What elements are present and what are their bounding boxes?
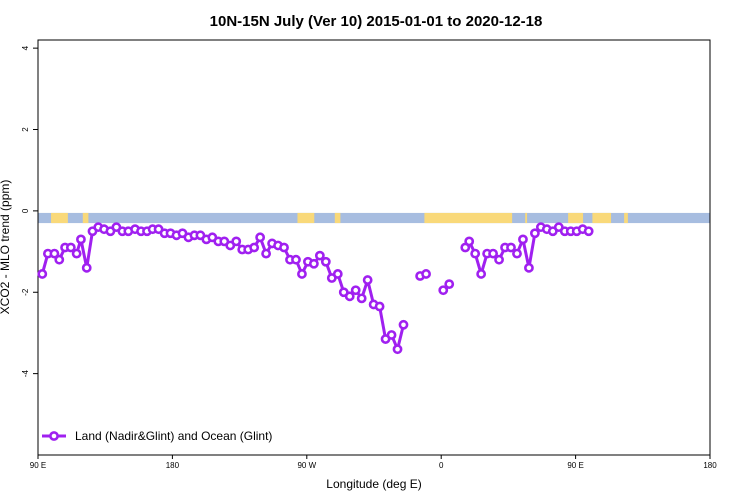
land-band-segment xyxy=(297,212,315,224)
x-axis: 90 E 180 90 W 0 90 E 180 xyxy=(30,455,717,470)
y-axis: -4 -2 0 2 4 xyxy=(21,45,38,377)
land-band-segment xyxy=(82,212,89,224)
land-ocean-band xyxy=(38,212,710,224)
y-tick-label: 0 xyxy=(21,208,30,213)
data-point xyxy=(54,254,65,265)
data-point xyxy=(476,269,487,279)
data-point xyxy=(356,293,367,304)
data-point xyxy=(314,250,325,261)
data-point xyxy=(291,254,301,265)
data-point xyxy=(261,248,272,259)
data-point xyxy=(506,242,516,253)
x-tick-label: 0 xyxy=(439,461,444,470)
data-point xyxy=(255,232,266,243)
y-tick-label: -2 xyxy=(21,288,30,296)
data-point xyxy=(37,269,48,279)
data-point xyxy=(464,236,475,247)
chart-title: 10N-15N July (Ver 10) 2015-01-01 to 2020… xyxy=(210,13,543,30)
data-point xyxy=(374,301,385,312)
x-axis-label: Longitude (deg E) xyxy=(326,477,421,491)
y-tick-label: -4 xyxy=(21,370,30,378)
series-land-ocean xyxy=(37,222,594,355)
data-point xyxy=(494,254,504,265)
data-point xyxy=(421,269,431,279)
y-tick-label: 2 xyxy=(21,127,30,132)
x-tick-label: 90 E xyxy=(30,461,46,470)
data-point xyxy=(231,236,242,247)
data-point xyxy=(444,279,455,290)
x-tick-label: 90 W xyxy=(297,461,316,470)
y-tick-label: 4 xyxy=(21,45,30,50)
land-band-segment xyxy=(525,212,528,224)
data-point xyxy=(332,269,343,279)
data-point xyxy=(249,242,260,253)
land-band-segment xyxy=(424,212,513,224)
land-band-segment xyxy=(334,212,341,224)
x-tick-label: 180 xyxy=(166,461,180,470)
data-point xyxy=(438,285,449,296)
data-point xyxy=(470,248,481,259)
data-point xyxy=(320,256,331,267)
data-point xyxy=(76,234,86,245)
data-point xyxy=(362,275,373,285)
legend: Land (Nadir&Glint) and Ocean (Glint) xyxy=(42,429,272,443)
data-point xyxy=(297,269,307,279)
data-point xyxy=(81,262,92,273)
legend-label: Land (Nadir&Glint) and Ocean (Glint) xyxy=(75,429,272,443)
data-point xyxy=(512,248,522,259)
plot-frame xyxy=(37,39,711,456)
data-point xyxy=(518,234,528,245)
land-band-segment xyxy=(568,212,584,224)
data-point xyxy=(71,248,82,259)
data-point xyxy=(350,285,361,296)
data-point xyxy=(392,344,403,355)
legend-marker xyxy=(49,431,59,441)
data-point xyxy=(65,242,76,253)
data-point xyxy=(49,248,60,259)
x-tick-label: 180 xyxy=(703,461,717,470)
data-point xyxy=(488,248,498,259)
data-point xyxy=(398,319,409,330)
data-point xyxy=(583,226,594,237)
ocean-band xyxy=(38,212,710,224)
data-point xyxy=(279,242,289,253)
land-band-segment xyxy=(592,212,612,224)
data-point xyxy=(308,258,319,269)
data-point xyxy=(524,262,534,273)
y-axis-label: XCO2 - MLO trend (ppm) xyxy=(0,180,12,315)
x-tick-label: 90 E xyxy=(567,461,583,470)
data-point xyxy=(530,228,540,239)
land-band-segment xyxy=(624,212,628,224)
data-point xyxy=(344,291,355,302)
land-band-segment xyxy=(51,212,68,224)
data-point xyxy=(386,330,397,340)
